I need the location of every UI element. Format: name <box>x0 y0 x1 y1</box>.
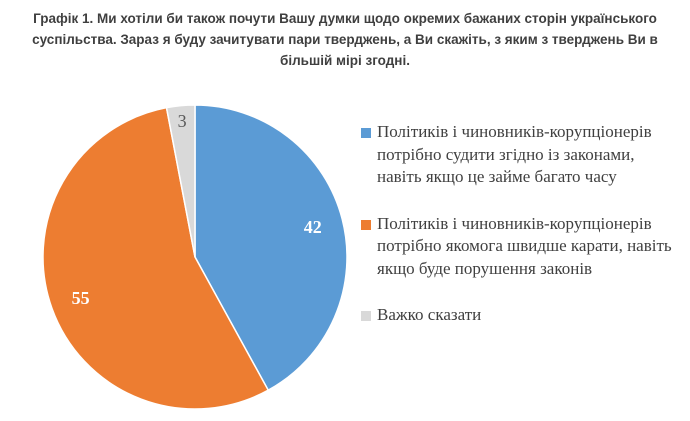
legend-item-judge-by-law: Політиків і чиновників-корупціонерів пот… <box>361 121 679 189</box>
legend-label-punish-quickly: Політиків і чиновників-корупціонерів пот… <box>377 213 672 278</box>
pie-slice-1 <box>42 106 270 410</box>
legend-item-hard-to-say: Важко сказати <box>361 304 679 327</box>
legend-marker-orange-square-icon <box>361 219 371 230</box>
legend-label-hard-to-say: Важко сказати <box>377 305 482 324</box>
legend: Політиків і чиновників-корупціонерів пот… <box>361 121 679 327</box>
legend-marker-gray-square-icon <box>361 311 371 321</box>
pie-data-label-0: 42 <box>304 217 322 237</box>
pie-slice-2 <box>165 104 196 258</box>
legend-marker-blue-square-icon <box>361 128 371 138</box>
pie-chart: 42 55 3 <box>42 104 348 410</box>
pie-data-label-1: 55 <box>72 288 90 308</box>
chart-title: Графік 1. Ми хотіли би також почути Вашу… <box>32 11 658 68</box>
pie-slice-0 <box>194 104 348 392</box>
legend-label-judge-by-law: Політиків і чиновників-корупціонерів пот… <box>377 122 652 186</box>
legend-item-punish-quickly: Політиків і чиновників-корупціонерів пот… <box>361 213 679 281</box>
pie-data-label-2: 3 <box>178 111 187 131</box>
